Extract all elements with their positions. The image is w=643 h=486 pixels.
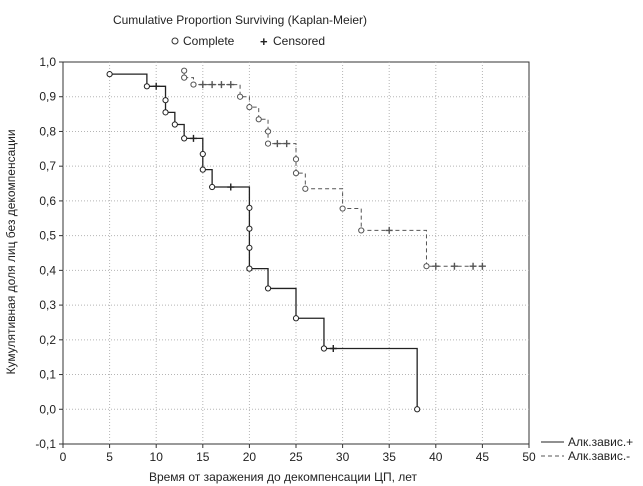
- y-tick-label: 0,4: [39, 263, 56, 277]
- complete-point: [292, 156, 300, 163]
- complete-point: [162, 97, 169, 104]
- x-tick-label: 45: [476, 450, 490, 464]
- complete-point: [423, 263, 430, 270]
- complete-point: [199, 166, 206, 173]
- complete-point: [292, 315, 300, 322]
- x-tick-label: 40: [429, 450, 443, 464]
- censored-point: [478, 262, 486, 270]
- y-tick-label: 0,8: [39, 124, 56, 138]
- censored-marker-icon: +: [260, 34, 268, 49]
- complete-point: [181, 74, 188, 81]
- complete-point: [106, 71, 113, 78]
- censored-point: [227, 81, 235, 89]
- legend-censored-label: Censored: [273, 34, 325, 48]
- complete-point: [236, 93, 244, 100]
- complete-point: [339, 205, 346, 212]
- series-line-1: [183, 70, 483, 267]
- x-tick-label: 10: [150, 450, 164, 464]
- y-tick-label: 0,3: [39, 298, 56, 312]
- censored-point: [469, 262, 477, 270]
- legend-label-0: Алк.завис.+: [568, 435, 633, 449]
- complete-marker-icon: [171, 37, 179, 45]
- y-tick-label: 0,5: [39, 229, 56, 243]
- complete-point: [414, 406, 421, 413]
- censored-point: [208, 81, 216, 89]
- x-tick-label: 30: [336, 450, 350, 464]
- x-tick-label: 50: [522, 450, 536, 464]
- censored-point: [283, 140, 291, 148]
- complete-point: [190, 81, 197, 88]
- censored-point: [217, 81, 225, 89]
- censored-point: [273, 140, 281, 148]
- censored-point: [199, 81, 207, 89]
- complete-point: [255, 116, 262, 123]
- complete-point: [246, 225, 253, 232]
- x-tick-label: 35: [383, 450, 397, 464]
- x-tick-label: 25: [289, 450, 303, 464]
- complete-point: [246, 265, 253, 272]
- censored-point: [227, 183, 235, 191]
- complete-point: [246, 104, 253, 111]
- complete-point: [246, 244, 253, 251]
- censored-point: [450, 262, 458, 270]
- censored-point: [189, 134, 197, 142]
- legend-complete-label: Complete: [183, 34, 235, 48]
- x-tick-label: 0: [60, 450, 67, 464]
- series-markers: [106, 67, 486, 413]
- y-tick-label: 0,7: [39, 159, 56, 173]
- complete-point: [264, 128, 272, 135]
- legend-label-1: Алк.завис.-: [568, 449, 630, 463]
- y-axis-label: Кумулятивная доля лиц без декомпенсации: [4, 129, 18, 374]
- complete-point: [171, 121, 178, 128]
- censored-point: [432, 262, 440, 270]
- x-tick-label: 20: [243, 450, 257, 464]
- complete-point: [181, 135, 188, 142]
- axis-ticks: 0 5 10 15 20 25 30 35 40 45 50 -0,1 0,0 0,1 0,2 0,3 0,4 0…: [35, 55, 536, 464]
- y-tick-label: 0,1: [39, 368, 56, 382]
- complete-point: [264, 140, 272, 147]
- y-tick-label: -0,1: [35, 437, 56, 451]
- complete-point: [358, 227, 365, 234]
- complete-point: [143, 83, 150, 90]
- y-tick-label: 0,6: [39, 194, 56, 208]
- complete-point: [209, 183, 216, 191]
- complete-point: [181, 67, 188, 74]
- chart-title: Cumulative Proportion Surviving (Kaplan-…: [113, 13, 367, 27]
- grid: [63, 62, 529, 444]
- x-tick-label: 5: [106, 450, 113, 464]
- censored-point: [329, 345, 337, 352]
- y-tick-label: 0,9: [39, 90, 56, 104]
- censored-point: [385, 226, 393, 234]
- complete-point: [162, 109, 169, 116]
- top-legend: Complete + Censored: [171, 34, 325, 49]
- complete-point: [264, 285, 272, 292]
- series-legend: Алк.завис.+Алк.завис.-: [541, 435, 633, 463]
- series-line-0: [109, 73, 418, 410]
- y-tick-label: 0,0: [39, 402, 56, 416]
- complete-point: [246, 204, 253, 211]
- complete-point: [292, 170, 300, 177]
- x-tick-label: 15: [196, 450, 210, 464]
- complete-point: [302, 185, 309, 192]
- complete-point: [199, 150, 206, 158]
- y-tick-label: 1,0: [39, 55, 56, 69]
- complete-point: [320, 345, 328, 352]
- y-tick-label: 0,2: [39, 333, 56, 347]
- x-axis-label: Время от заражения до декомпенсации ЦП, …: [149, 470, 418, 484]
- censored-point: [152, 82, 160, 90]
